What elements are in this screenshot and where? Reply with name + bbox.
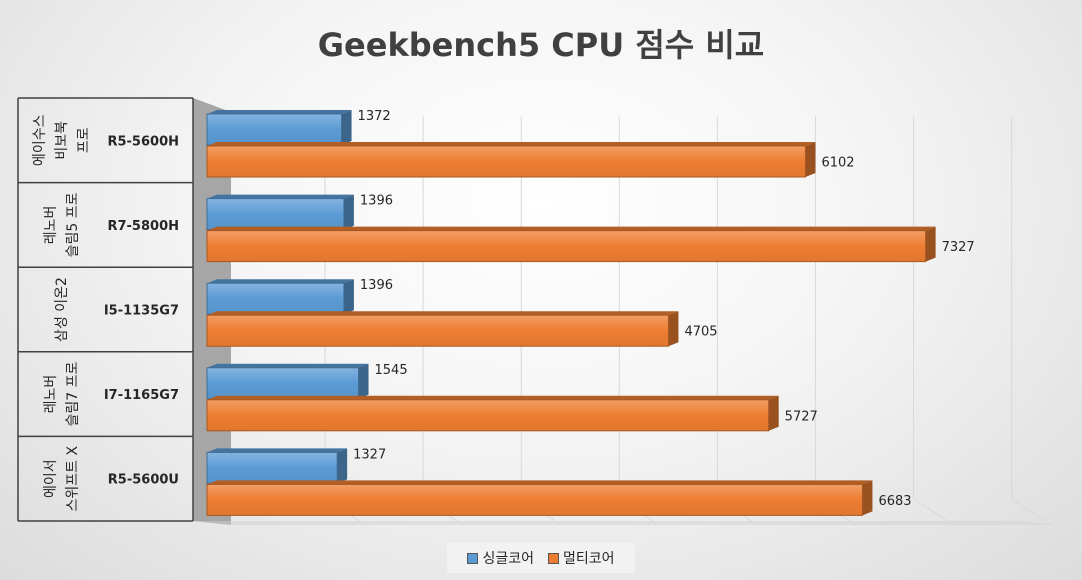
chart-title: Geekbench5 CPU 점수 비교 (317, 26, 765, 64)
tick-label-group: 프로 (76, 127, 92, 153)
legend-item-multi: 멀티코어 (548, 548, 615, 568)
bar-multi (206, 399, 770, 432)
bar-single (206, 367, 360, 400)
data-label: 7327 (942, 240, 975, 255)
data-label: 4705 (684, 325, 717, 340)
bar-side-multi (768, 395, 779, 431)
bar-top-single (207, 194, 354, 199)
tick-label-group: 에이서 (43, 459, 59, 498)
tick-label-group: 비보북 (54, 121, 70, 160)
bar-side-single (341, 110, 352, 145)
data-label: 6683 (878, 494, 911, 509)
tick-label-group: 레노버 (43, 375, 59, 414)
tick-label-group: 에이수스 (32, 114, 48, 166)
data-label: 6102 (821, 156, 854, 171)
tick-label-cpu: R5-5600U (108, 473, 179, 488)
legend-label-multi: 멀티코어 (563, 551, 615, 567)
data-label: 1396 (360, 278, 393, 293)
data-label: 1545 (375, 363, 408, 378)
tick-label-group: 슬림5 프로 (65, 192, 81, 257)
legend-swatch-single (467, 552, 479, 564)
bar-top-single (207, 110, 352, 114)
tick-label-group: 레노버 (43, 206, 59, 245)
data-label: 1396 (360, 194, 393, 209)
bar-side-single (337, 448, 348, 484)
bar-multi (206, 483, 863, 516)
bar-top-single (207, 448, 348, 453)
legend-swatch-multi (548, 552, 559, 564)
bar-side-multi (862, 480, 873, 516)
floor-plane (194, 521, 1057, 525)
bar-multi (206, 145, 806, 178)
bar-side-multi (805, 142, 816, 177)
tick-label-cpu: I5-1135G7 (104, 304, 179, 319)
tick-label-cpu: R5-5600H (107, 134, 179, 149)
gridline-depth (913, 498, 954, 526)
bar-top-multi (207, 311, 679, 316)
data-label: 1327 (353, 447, 386, 462)
legend-item-single: 싱글코어 (467, 548, 534, 568)
bar-top-single (207, 363, 369, 368)
tick-label-group: 슬림7 프로 (65, 362, 81, 427)
bar-top-single (207, 279, 354, 284)
bar-multi (206, 230, 927, 263)
bar-top-multi (207, 226, 936, 231)
gridline-depth (1011, 498, 1052, 526)
bar-top-multi (207, 142, 816, 146)
bar-side-single (343, 194, 354, 230)
bar-top-multi (207, 395, 779, 400)
bar-multi (206, 314, 669, 347)
bar-single (206, 198, 345, 231)
tick-label-cpu: I7-1165G7 (104, 388, 179, 403)
bar-side-multi (668, 311, 679, 347)
data-label: 5727 (785, 409, 818, 424)
tick-label-group: 스위프트 X (65, 446, 81, 512)
legend: 싱글코어 멀티코어 (447, 543, 635, 573)
data-label: 1372 (358, 109, 391, 124)
bar-top-multi (207, 480, 873, 485)
bar-side-multi (925, 226, 936, 262)
bar-single (206, 113, 343, 146)
legend-label-single: 싱글코어 (482, 551, 534, 567)
bar-single (206, 451, 338, 484)
bar-side-single (358, 363, 369, 399)
tick-label-cpu: R7-5800H (107, 219, 179, 234)
tick-label-group: 삼성 이온2 (54, 277, 70, 342)
bar-side-single (343, 279, 354, 315)
bar-single (206, 282, 345, 315)
